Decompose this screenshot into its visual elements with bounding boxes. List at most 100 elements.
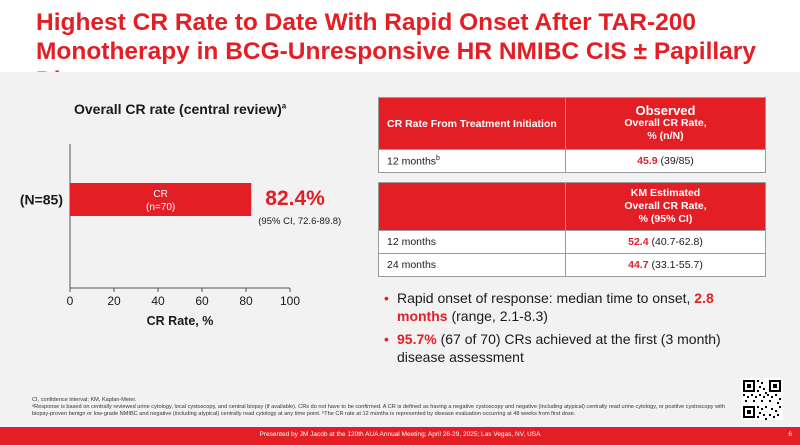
- qr-module: [747, 396, 749, 398]
- qr-module: [779, 406, 781, 408]
- observed-header-line1: Observed: [635, 103, 696, 118]
- row-label: 12 monthsb: [378, 149, 566, 173]
- qr-module: [765, 418, 767, 420]
- footnotes: CI, confidence interval; KM, Kaplan-Meie…: [32, 397, 732, 418]
- value-label: 82.4%: [265, 187, 325, 210]
- chart-title-text: Overall CR rate (central review): [74, 101, 282, 117]
- km-header-line1: KM Estimated: [630, 187, 701, 199]
- observed-header-line2: Overall CR Rate,: [624, 117, 707, 129]
- observed-header-left: CR Rate From Treatment Initiation: [378, 97, 566, 150]
- qr-module: [751, 394, 753, 396]
- qr-module: [777, 402, 779, 404]
- bullet-text-post: (range, 2.1-8.3): [447, 308, 548, 324]
- chart-title: Overall CR rate (central review)a: [74, 101, 286, 117]
- bullet-first-assessment: • 95.7% (67 of 70) CRs achieved at the f…: [384, 330, 764, 366]
- cr-bar: [70, 183, 252, 216]
- bar-label-line1: CR: [153, 189, 167, 200]
- x-axis-label: CR Rate, %: [147, 314, 214, 328]
- row-value-number: 45.9: [637, 155, 658, 167]
- header: Highest CR Rate to Date With Rapid Onset…: [0, 0, 800, 94]
- row-label-text: 12 months: [387, 155, 437, 168]
- qr-module: [763, 396, 765, 398]
- qr-module: [745, 400, 747, 402]
- observed-header-line3: % (n/N): [647, 130, 684, 142]
- row-label-sup: b: [436, 154, 440, 162]
- slide-title-line1: Highest CR Rate to Date With Rapid Onset…: [36, 9, 696, 36]
- qr-module: [757, 416, 759, 418]
- x-tick-label: 20: [107, 294, 121, 308]
- qr-module: [771, 408, 773, 410]
- bullet-text-post: (67 of 70) CRs achieved at the first (3 …: [397, 331, 721, 365]
- bullet-rapid-onset: • Rapid onset of response: median time t…: [384, 289, 764, 325]
- observed-cr-table: CR Rate From Treatment Initiation Observ…: [378, 97, 766, 173]
- qr-module: [755, 396, 757, 398]
- qr-module: [759, 412, 761, 414]
- qr-module: [771, 396, 773, 398]
- qr-module: [769, 400, 771, 402]
- qr-module: [779, 398, 781, 400]
- qr-module: [753, 400, 755, 402]
- qr-code-graphic: [743, 380, 781, 420]
- qr-module: [759, 386, 761, 388]
- qr-module: [761, 408, 763, 410]
- row-value-number: 44.7: [628, 259, 649, 271]
- row-value: 44.7 (33.1-55.7): [565, 253, 766, 277]
- observed-table-header: CR Rate From Treatment Initiation Observ…: [378, 97, 766, 150]
- footnote-line2: ᵃResponse is based on centrally reviewed…: [32, 404, 725, 417]
- qr-module: [757, 390, 759, 392]
- row-value: 52.4 (40.7-62.8): [565, 230, 766, 254]
- qr-module: [763, 388, 765, 390]
- x-tick-label: 40: [151, 294, 165, 308]
- qr-finder-core: [747, 410, 751, 414]
- km-estimated-table: KM Estimated Overall CR Rate, % (95% CI)…: [378, 182, 766, 277]
- bullet-dot: •: [384, 331, 389, 347]
- cr-rate-chart: 0 20 40 60 80 100 CR (n=70) (N=85) 82.4% (95% CI, …: [20, 144, 341, 328]
- row-label: 12 months: [378, 230, 566, 254]
- x-tick-label: 100: [280, 294, 300, 308]
- qr-module: [765, 392, 767, 394]
- bullet-dot: •: [384, 290, 389, 306]
- footer-bar: Presented by JM Jacob at the 120th AUA A…: [0, 427, 800, 445]
- qr-module: [775, 410, 777, 412]
- qr-code-icon[interactable]: [741, 378, 783, 420]
- chart-title-sup: a: [281, 101, 287, 111]
- footer-text: Presented by JM Jacob at the 120th AUA A…: [259, 431, 541, 438]
- slide-title-line2: Monotherapy in BCG-Unresponsive HR NMIBC…: [36, 38, 756, 94]
- qr-module: [777, 414, 779, 416]
- qr-module: [759, 394, 761, 396]
- row-label: 24 months: [378, 253, 566, 277]
- slide-title: Highest CR Rate to Date With Rapid Onset…: [36, 8, 776, 95]
- qr-module: [765, 406, 767, 408]
- bar-label-line2: (n=70): [146, 202, 175, 213]
- x-tick-label: 80: [239, 294, 253, 308]
- footnote-line1: CI, confidence interval; KM, Kaplan-Meie…: [32, 397, 137, 403]
- km-header-line2: Overall CR Rate,: [624, 200, 707, 212]
- qr-finder-core: [773, 384, 777, 388]
- bullet-text: Rapid onset of response: median time to …: [397, 290, 695, 306]
- qr-module: [763, 414, 765, 416]
- qr-module: [743, 394, 745, 396]
- row-value-detail: (33.1-55.7): [651, 259, 703, 271]
- row-value-detail: (40.7-62.8): [651, 236, 703, 248]
- qr-module: [767, 394, 769, 396]
- row-value-number: 52.4: [628, 236, 649, 248]
- qr-finder-core: [747, 384, 751, 388]
- qr-module: [757, 406, 759, 408]
- x-tick-label: 0: [67, 294, 74, 308]
- row-value: 45.9 (39/85): [565, 149, 766, 173]
- ci-label: (95% CI, 72.6-89.8): [258, 216, 341, 227]
- qr-module: [761, 382, 763, 384]
- km-table-header: KM Estimated Overall CR Rate, % (95% CI): [378, 182, 766, 231]
- x-tick-label: 60: [195, 294, 209, 308]
- qr-module: [761, 400, 763, 402]
- qr-module: [769, 414, 771, 416]
- table-row: 24 months 44.7 (33.1-55.7): [378, 253, 766, 277]
- km-header-left: [378, 182, 566, 231]
- category-label: (N=85): [20, 192, 63, 208]
- qr-module: [757, 380, 759, 382]
- table-row: 12 months 52.4 (40.7-62.8): [378, 230, 766, 254]
- table-row: 12 monthsb 45.9 (39/85): [378, 149, 766, 173]
- qr-module: [773, 416, 775, 418]
- key-findings: • Rapid onset of response: median time t…: [384, 289, 764, 371]
- page-number: 6: [788, 431, 792, 438]
